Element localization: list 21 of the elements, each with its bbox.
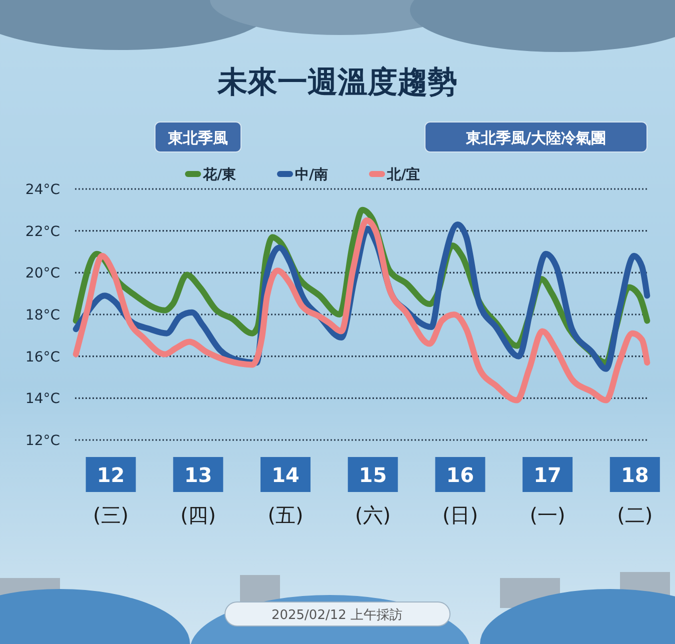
legend-label: 北/宜: [386, 166, 420, 183]
y-tick-label: 12°C: [25, 433, 60, 449]
x-tick-label: 14 (五): [268, 463, 304, 527]
y-tick-label: 18°C: [25, 308, 60, 324]
y-tick-label: 24°C: [25, 182, 60, 198]
text: 東北季風: [167, 129, 228, 147]
text: 2025/02/12 上午採訪: [271, 608, 403, 623]
y-tick-label: 14°C: [25, 391, 60, 408]
y-tick-label: 22°C: [25, 224, 60, 240]
x-tick-label: 15 (六): [355, 463, 391, 527]
chart-title: 未來一週溫度趨勢: [216, 65, 458, 100]
x-tick-label: 18 (二): [617, 463, 653, 527]
x-tick-label: 12 (三): [93, 463, 129, 527]
x-tick-label: 17 (一): [530, 463, 566, 527]
legend-label: 花/東: [202, 167, 238, 183]
x-tick-label: 16 (日): [442, 463, 478, 527]
text: 東北季風/大陸冷氣團: [464, 129, 606, 147]
x-tick-label: 13 (四): [180, 463, 216, 527]
y-tick-label: 16°C: [25, 349, 60, 366]
legend-label: 中/南: [295, 167, 328, 183]
y-tick-label: 20°C: [25, 266, 60, 282]
